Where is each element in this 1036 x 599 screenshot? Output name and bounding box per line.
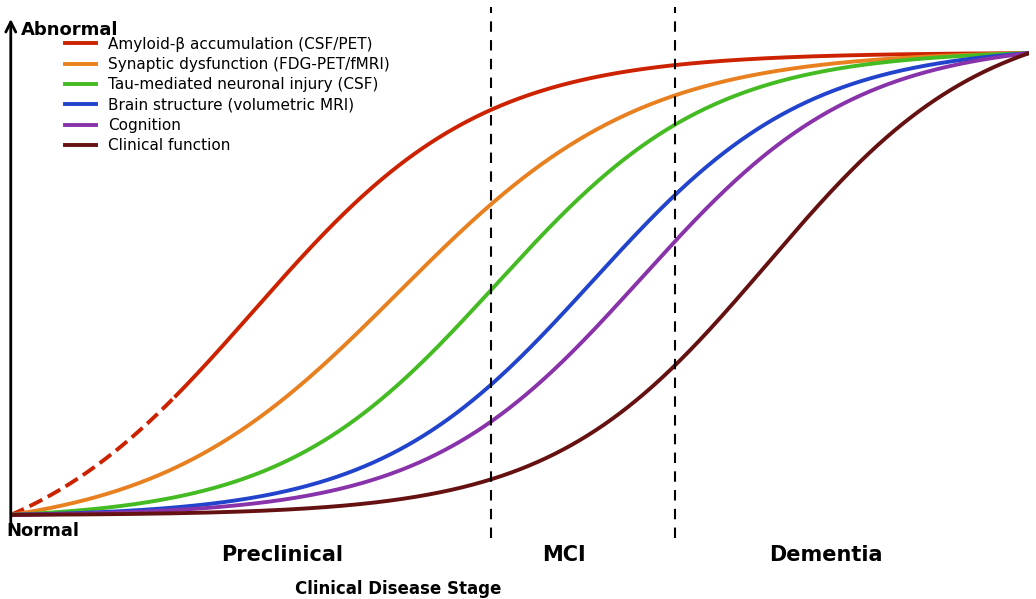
Text: Clinical Disease Stage: Clinical Disease Stage bbox=[295, 579, 501, 598]
Text: Abnormal: Abnormal bbox=[21, 21, 118, 39]
Text: Dementia: Dementia bbox=[769, 545, 882, 565]
Legend: Amyloid-β accumulation (CSF/PET), Synaptic dysfunction (FDG-PET/fMRI), Tau-media: Amyloid-β accumulation (CSF/PET), Synapt… bbox=[59, 31, 396, 159]
Text: Normal: Normal bbox=[6, 522, 79, 540]
Text: Preclinical: Preclinical bbox=[222, 545, 343, 565]
Text: MCI: MCI bbox=[542, 545, 585, 565]
